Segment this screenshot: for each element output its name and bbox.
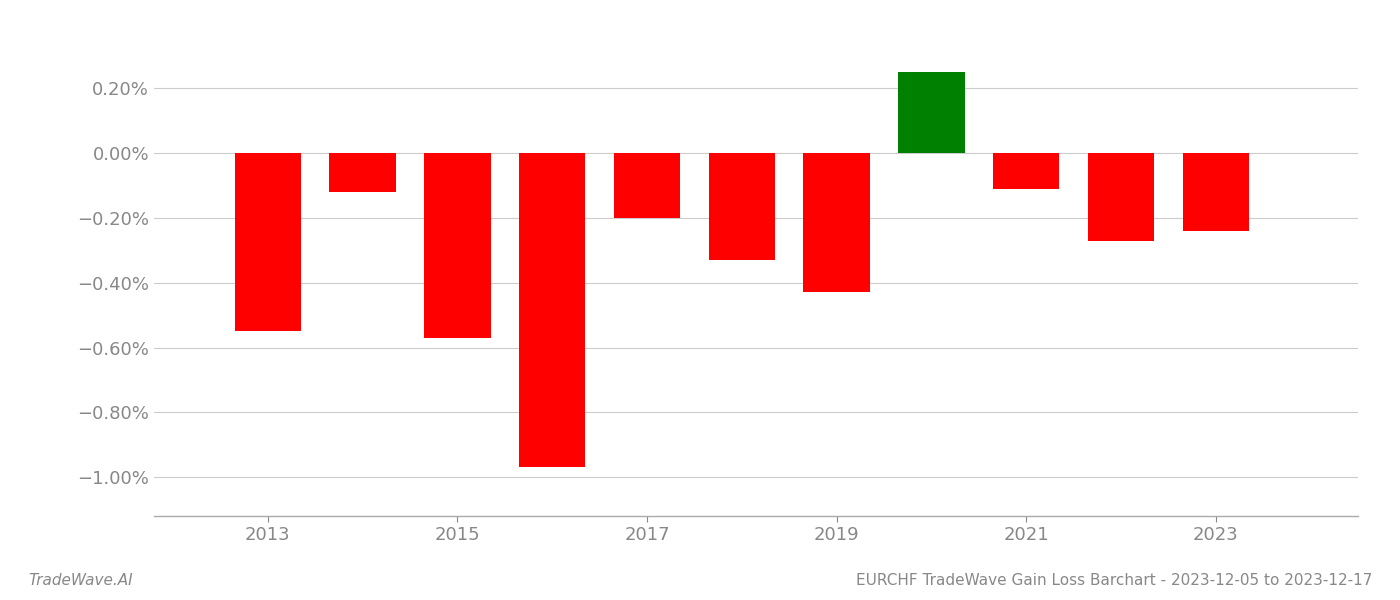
- Text: EURCHF TradeWave Gain Loss Barchart - 2023-12-05 to 2023-12-17: EURCHF TradeWave Gain Loss Barchart - 20…: [855, 573, 1372, 588]
- Bar: [424, 153, 490, 338]
- Text: TradeWave.AI: TradeWave.AI: [28, 573, 133, 588]
- Bar: [519, 153, 585, 467]
- Bar: [235, 153, 301, 331]
- Bar: [613, 153, 680, 218]
- Bar: [1183, 153, 1249, 231]
- Bar: [804, 153, 869, 292]
- Bar: [708, 153, 776, 260]
- Bar: [899, 72, 965, 153]
- Bar: [329, 153, 396, 192]
- Bar: [1088, 153, 1154, 241]
- Bar: [993, 153, 1060, 189]
